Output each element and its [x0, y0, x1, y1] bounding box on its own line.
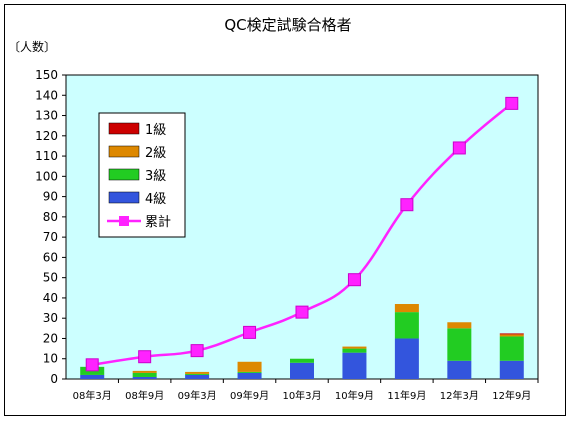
- bar-segment: [237, 371, 262, 373]
- legend-label: 累計: [145, 214, 171, 230]
- legend-label: 1級: [145, 123, 166, 138]
- cumulative-point: [190, 344, 204, 358]
- bar-segment: [132, 376, 157, 379]
- x-tick-label: 09年9月: [230, 389, 269, 402]
- bar-segment: [290, 358, 314, 363]
- cumulative-point: [347, 273, 361, 287]
- y-tick-label: 10: [43, 352, 58, 366]
- y-tick-label: 80: [43, 210, 58, 224]
- bar-segment: [132, 372, 157, 377]
- y-tick-label: 20: [43, 331, 58, 345]
- bar-segment: [394, 312, 419, 339]
- y-axis: 0 10 20 30 40 50 60 70 80 90 100 110 120 130 140 150: [35, 68, 66, 386]
- bar-segment: [394, 304, 419, 313]
- bar-segment: [290, 362, 314, 379]
- legend-swatch: [108, 168, 140, 181]
- cumulative-point: [452, 141, 466, 155]
- bar-segment: [185, 374, 210, 379]
- bar-segment: [80, 374, 105, 379]
- bar-segment: [499, 334, 524, 337]
- bar-segment: [237, 372, 262, 379]
- y-tick-label: 40: [43, 291, 58, 305]
- bar-segment: [447, 322, 472, 329]
- y-tick-label: 100: [35, 169, 58, 183]
- bar-segment: [499, 333, 524, 335]
- x-tick-label: 08年9月: [125, 389, 164, 402]
- x-tick-label: 12年9月: [492, 389, 531, 402]
- y-tick-label: 120: [35, 129, 58, 143]
- bars-group: [80, 304, 524, 379]
- y-tick-label: 30: [43, 311, 58, 325]
- x-tick-label: 10年3月: [282, 389, 321, 402]
- y-tick-label: 140: [35, 88, 58, 102]
- y-tick-label: 110: [35, 149, 58, 163]
- x-tick-label: 09年3月: [178, 389, 217, 402]
- legend-swatch: [108, 191, 140, 204]
- y-tick-label: 130: [35, 109, 58, 123]
- chart-title: QC検定試験合格者: [224, 16, 351, 34]
- x-axis: 08年3月 08年9月 09年3月 09年9月 10年3月 10年9月 11年9月 12年3月…: [73, 379, 539, 402]
- cumulative-line-group: [85, 96, 519, 372]
- x-tick-label: 12年3月: [440, 389, 479, 402]
- y-tick-label: 150: [35, 68, 58, 82]
- bar-segment: [342, 352, 367, 379]
- y-tick-label: 50: [43, 271, 58, 285]
- legend-label: 3級: [145, 169, 166, 184]
- cumulative-point: [400, 198, 414, 212]
- bar-segment: [394, 338, 419, 379]
- bar-segment: [499, 336, 524, 361]
- legend-label: 4級: [145, 192, 166, 207]
- bar-segment: [447, 328, 472, 361]
- cumulative-point: [295, 305, 309, 319]
- bar-segment: [132, 370, 157, 373]
- bar-segment: [237, 361, 262, 372]
- bar-segment: [185, 373, 210, 375]
- legend-marker: [119, 216, 129, 226]
- y-tick-label: 60: [43, 250, 58, 264]
- y-tick-label: 70: [43, 230, 58, 244]
- y-tick-label: 90: [43, 190, 58, 204]
- bar-segment: [342, 346, 367, 349]
- cumulative-line: [92, 102, 513, 367]
- cumulative-point: [138, 350, 152, 364]
- legend-label: 2級: [145, 146, 166, 161]
- legend-swatch: [108, 122, 140, 135]
- cumulative-point: [85, 358, 99, 372]
- bar-segment: [342, 348, 367, 353]
- bar-segment: [185, 371, 210, 374]
- bar-segment: [447, 360, 472, 379]
- cumulative-point: [243, 325, 257, 339]
- cumulative-point: [505, 96, 519, 110]
- legend-swatch: [108, 145, 140, 158]
- y-axis-label: 〔人数〕: [8, 39, 56, 54]
- y-tick-label: 0: [50, 372, 58, 386]
- x-tick-label: 11年9月: [387, 389, 426, 402]
- x-tick-label: 10年9月: [335, 389, 374, 402]
- bar-segment: [499, 360, 524, 379]
- x-tick-label: 08年3月: [73, 389, 112, 402]
